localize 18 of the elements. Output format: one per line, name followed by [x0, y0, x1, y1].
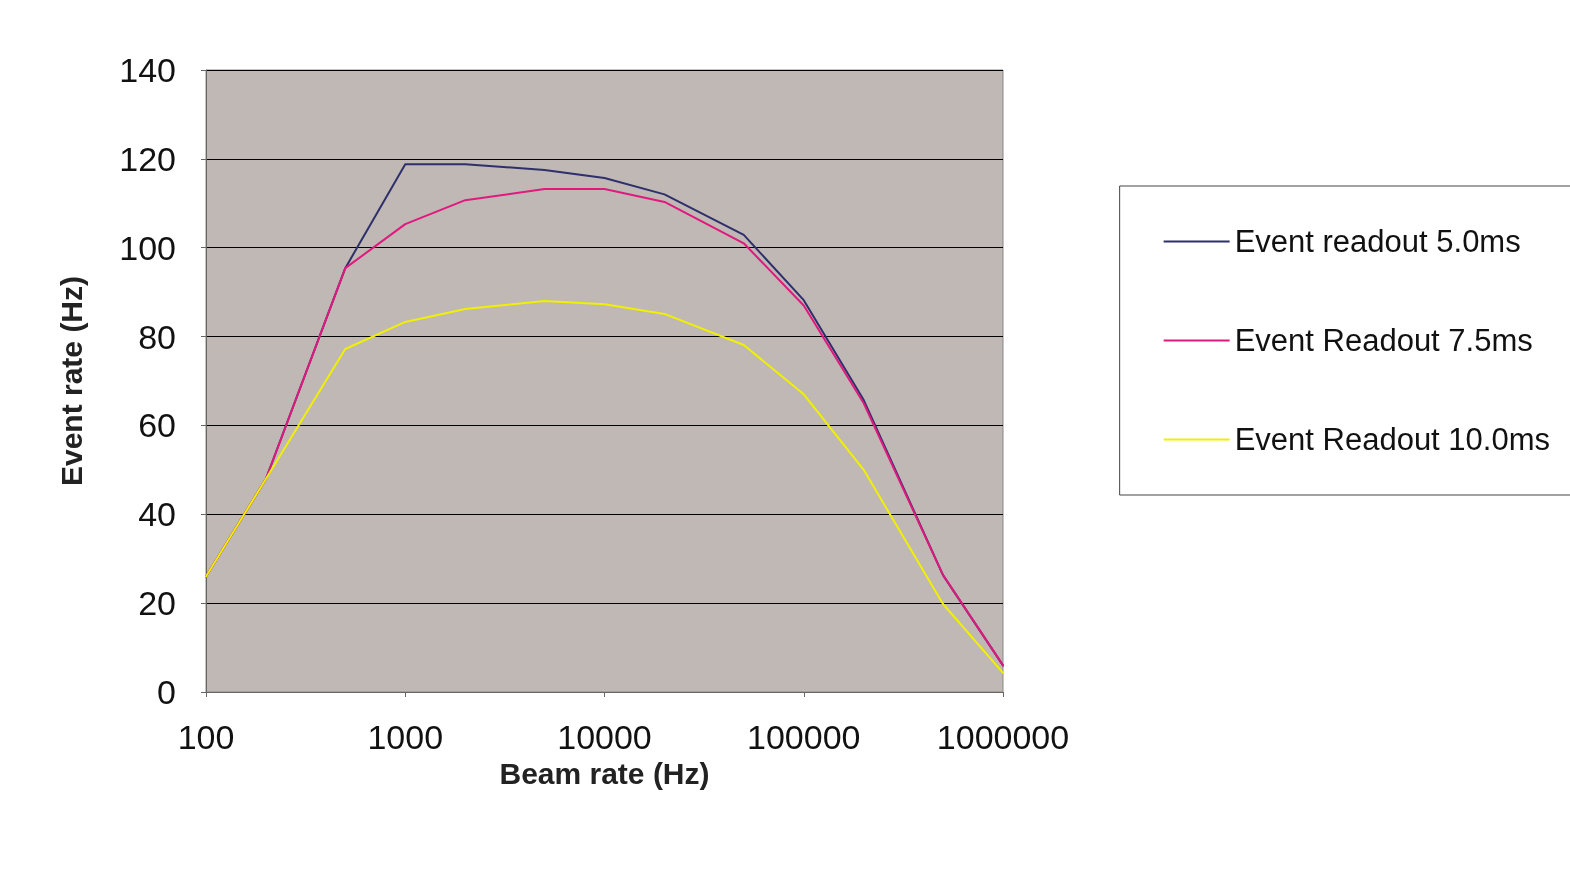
x-tick-label: 1000000: [936, 718, 1070, 756]
legend-label: Event readout 5.0ms: [1234, 224, 1521, 259]
legend-label: Event Readout 7.5ms: [1234, 323, 1533, 358]
y-tick-label: 60: [138, 406, 176, 445]
y-tick-label: 140: [119, 51, 176, 89]
y-tick-label: 0: [157, 673, 176, 711]
x-tick-label: 10000: [557, 718, 652, 756]
y-tick-label: 80: [138, 317, 176, 356]
y-tick-label: 120: [119, 139, 176, 178]
legend-label: Event Readout 10.0ms: [1234, 422, 1550, 457]
x-axis-title: Beam rate (Hz): [499, 757, 710, 791]
x-tick-label: 100000: [747, 718, 861, 756]
y-tick-label: 40: [138, 495, 176, 534]
y-tick-label: 100: [119, 228, 176, 267]
x-tick-label: 100: [177, 718, 235, 756]
y-tick-label: 20: [138, 584, 176, 623]
x-tick-label: 1000: [367, 718, 444, 756]
y-axis-title: Event rate (Hz): [54, 275, 88, 487]
